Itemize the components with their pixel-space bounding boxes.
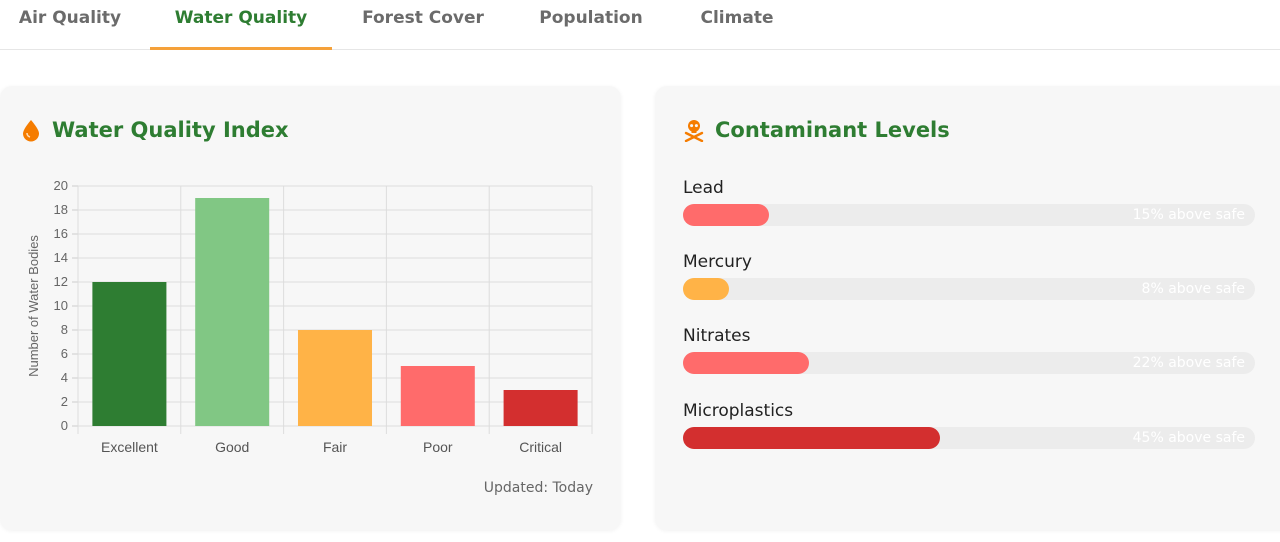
contaminant-label: Nitrates [683, 326, 751, 346]
y-tick-label: 0 [61, 418, 68, 433]
contaminant-bar-track: 22% above safe [683, 352, 1255, 374]
y-tick-label: 16 [54, 226, 68, 241]
x-tick-label: Critical [519, 439, 562, 455]
contaminant-bar-text: 22% above safe [1132, 355, 1245, 371]
card-title: Water Quality Index [20, 118, 289, 142]
tab-climate[interactable]: Climate [686, 0, 788, 50]
y-axis-label: Number of Water Bodies [26, 235, 41, 377]
x-tick-label: Excellent [101, 439, 158, 455]
tab-label: Air Quality [18, 8, 122, 28]
tab-air-quality[interactable]: Air Quality [0, 0, 140, 50]
tab-forest-cover[interactable]: Forest Cover [345, 0, 501, 50]
contaminant-bar-text: 15% above safe [1132, 207, 1245, 223]
y-tick-label: 8 [61, 322, 68, 337]
bar [297, 330, 373, 426]
tab-water-quality[interactable]: Water Quality [150, 0, 332, 50]
updated-label: Updated: Today [483, 480, 593, 496]
card-title-text: Contaminant Levels [715, 118, 950, 142]
contaminant-item-mercury: Mercury 8% above safe [683, 252, 1255, 300]
contaminant-label: Mercury [683, 252, 752, 272]
y-tick-label: 12 [54, 274, 68, 289]
card-title-text: Water Quality Index [52, 118, 289, 142]
contaminant-item-lead: Lead 15% above safe [683, 178, 1255, 226]
x-tick-label: Fair [323, 439, 347, 455]
contaminant-item-microplastics: Microplastics 45% above safe [683, 401, 1255, 449]
bar [195, 198, 270, 426]
tab-label: Population [539, 8, 643, 28]
contaminant-bar-fill [683, 352, 809, 374]
water-drop-icon [20, 118, 42, 142]
contaminant-bar-text: 8% above safe [1141, 281, 1245, 297]
contaminant-label: Lead [683, 178, 724, 198]
contaminant-bar-fill [683, 427, 941, 449]
y-tick-label: 2 [61, 394, 68, 409]
y-tick-label: 18 [54, 202, 68, 217]
y-tick-label: 10 [54, 298, 68, 313]
bar [92, 282, 167, 426]
tab-population[interactable]: Population [522, 0, 660, 50]
contaminant-item-nitrates: Nitrates 22% above safe [683, 326, 1255, 374]
contaminant-label: Microplastics [683, 401, 794, 421]
tab-label: Water Quality [174, 8, 308, 28]
card-title: Contaminant Levels [683, 118, 950, 143]
water-quality-bar-chart: 0 2 4 6 8 10 12 14 16 18 20 Excellent Good Fair Poor Cr… [26, 178, 593, 455]
contaminant-bar-fill [683, 204, 769, 226]
x-tick-label: Good [215, 439, 249, 455]
contaminant-bar-track: 45% above safe [683, 427, 1255, 449]
tab-label: Forest Cover [362, 8, 484, 28]
skull-crossbones-icon [683, 118, 705, 143]
y-tick-label: 4 [61, 370, 68, 385]
x-tick-label: Poor [423, 439, 453, 455]
contaminant-bar-track: 8% above safe [683, 278, 1255, 300]
y-tick-label: 14 [54, 250, 68, 265]
tab-label: Climate [700, 8, 774, 28]
contaminant-levels-card: Contaminant Levels Lead 15% above safe M… [655, 86, 1280, 530]
bar [400, 366, 475, 426]
contaminant-bar-text: 45% above safe [1132, 430, 1245, 446]
bar [503, 390, 578, 426]
tab-bar: Air Quality Water Quality Forest Cover P… [0, 0, 1280, 50]
contaminant-bar-track: 15% above safe [683, 204, 1255, 226]
contaminant-bar-fill [683, 278, 729, 300]
water-quality-index-card: Water Quality Index 0 2 4 6 8 10 12 14 16 18 20 Exc… [0, 86, 621, 530]
y-tick-label: 20 [54, 178, 68, 193]
y-tick-label: 6 [61, 346, 68, 361]
